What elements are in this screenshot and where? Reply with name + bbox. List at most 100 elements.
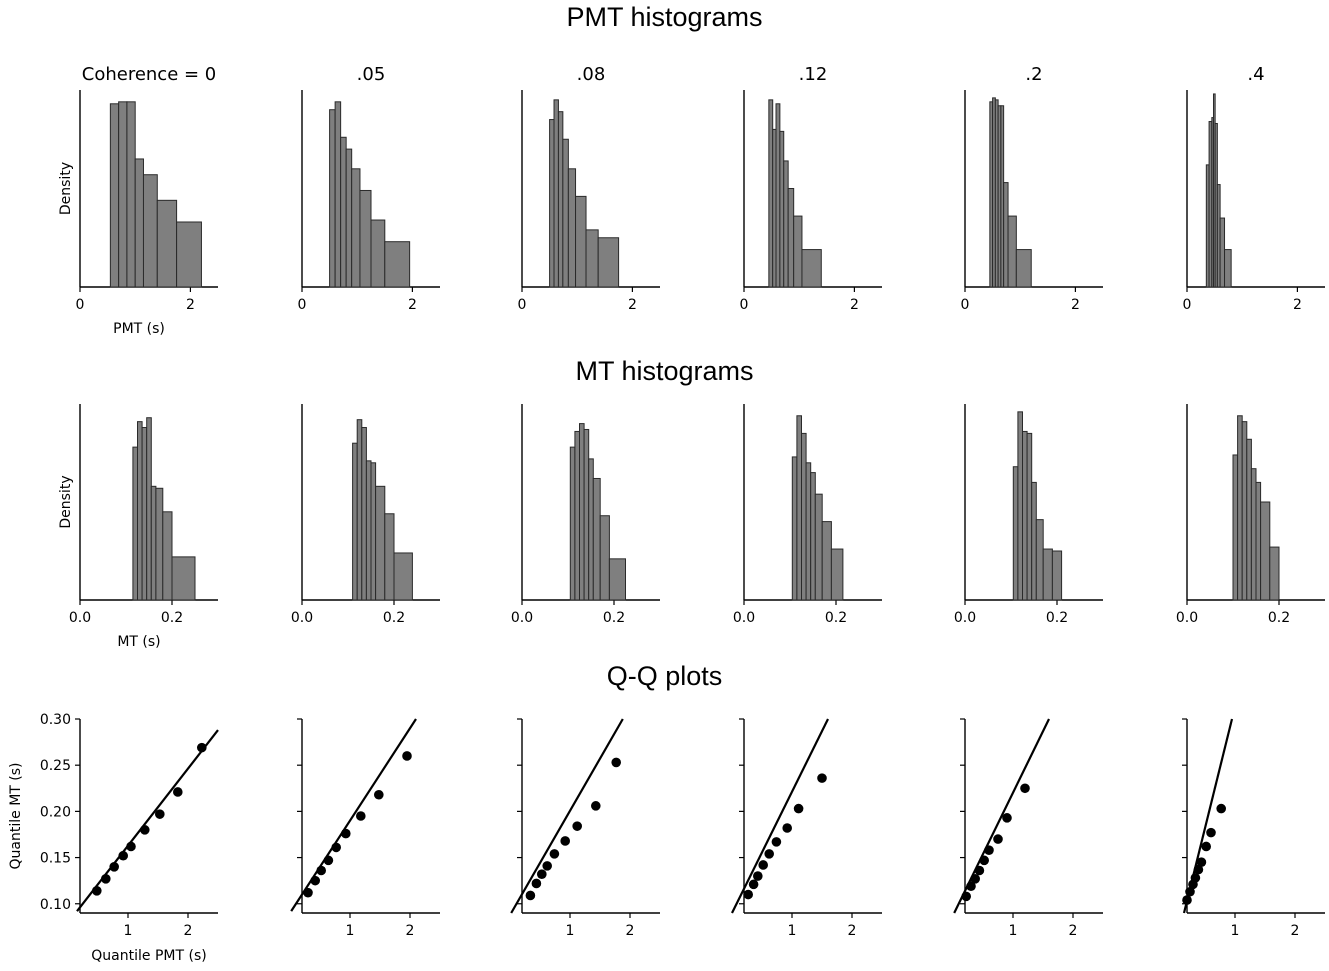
y-tick-label: 0.25 [40,758,71,774]
histogram-bar [787,188,795,288]
qq-point [109,862,119,872]
y-axis-label: Density [58,162,74,215]
x-tick-label: 0.2 [1046,610,1068,626]
qq-point [140,825,150,835]
y-axis-label: Quantile MT (s) [8,763,24,870]
histogram-bar [549,119,555,288]
histogram-bar [1007,215,1017,288]
histogram-bar [384,513,395,601]
x-tick-label: 1 [788,923,797,939]
qq-point [817,773,827,783]
qq-point [1196,857,1207,867]
histogram-bar [1269,546,1280,601]
histogram-bar [370,219,386,288]
histogram-bar [557,111,564,288]
histogram-bar [1250,468,1257,601]
x-tick-label: 0.0 [733,610,755,626]
histogram-bar [562,138,569,288]
histogram-bar [1017,411,1024,601]
histogram-bar [768,99,774,288]
qq-point [979,855,989,866]
x-tick-label: 0 [76,297,85,313]
histogram-bar [351,168,361,288]
histogram-bar [801,432,807,601]
histogram-bar [370,462,377,601]
histogram-bar [1246,438,1252,601]
histogram-bar [583,428,590,601]
qq-point [961,891,971,902]
histogram-bar [134,158,144,288]
panel-title: Coherence = 0 [82,64,217,85]
histogram-bar [608,558,627,601]
histogram-bar [814,493,823,601]
histogram-bar [137,421,143,601]
x-tick-label: 0 [518,297,527,313]
qq-point [1002,813,1012,823]
panel-title: .12 [799,64,828,85]
qq-point [591,801,601,811]
histogram-bar [334,101,342,288]
histogram-bar [1232,454,1239,601]
histogram-bar [146,417,152,601]
qq-point [758,860,768,870]
histogram-bar [592,477,601,601]
x-tick-label: 0 [740,297,749,313]
qq-point [753,871,763,881]
qq-point [549,849,560,859]
x-axis-label: PMT (s) [113,321,165,337]
histogram-bar [1051,550,1063,601]
qq-point [542,861,552,871]
histogram-bar [588,458,594,601]
x-tick-label: 1 [1231,923,1240,939]
x-tick-label: 2 [850,297,859,313]
histogram-bar [585,229,599,288]
qq-point [323,855,334,866]
histogram-bar [359,189,372,288]
qq-point [316,865,327,876]
histogram-bar [171,556,196,601]
histogram-bar [821,521,832,601]
x-tick-label: 0.2 [603,610,625,626]
histogram-bar [567,168,577,288]
histogram-bar [340,136,347,288]
histogram-bar [1224,249,1232,288]
histogram-bar [553,99,559,288]
qq-point [1182,895,1192,905]
x-tick-label: 0.2 [161,610,183,626]
x-tick-label: 1 [566,923,575,939]
histogram-bar [1026,432,1033,601]
x-tick-label: 2 [186,297,195,313]
x-tick-label: 0.0 [69,610,91,626]
qq-point [1193,864,1204,875]
qq-point [1201,841,1211,852]
x-axis-label: Quantile PMT (s) [91,948,206,964]
qq-point [1020,783,1030,794]
qq-point [743,889,753,900]
x-tick-label: 1 [346,923,355,939]
histogram-bar [156,199,178,288]
qq-point [793,803,804,814]
panel-title: .2 [1025,64,1042,85]
x-tick-label: 0.2 [383,610,405,626]
histogram-bar [126,101,136,288]
histogram-bar [801,249,822,288]
histogram-bar [810,472,816,601]
qq-point [126,841,136,852]
qq-point [531,878,542,889]
histogram-bar [783,160,789,288]
qq-point [155,809,165,819]
histogram-bar [574,430,581,601]
histogram-bar [1042,548,1053,601]
x-tick-label: 2 [184,923,193,939]
y-tick-label: 0.30 [40,712,71,728]
histogram-bar [365,460,372,601]
histogram-bar [361,427,367,601]
histogram-bar [1219,217,1226,288]
qq-reference-line [953,718,1050,914]
qq-reference-line [76,729,219,912]
histogram-bar [141,427,148,601]
x-tick-label: 0.2 [825,610,847,626]
qq-point [537,869,547,879]
histogram-bar [805,462,812,601]
